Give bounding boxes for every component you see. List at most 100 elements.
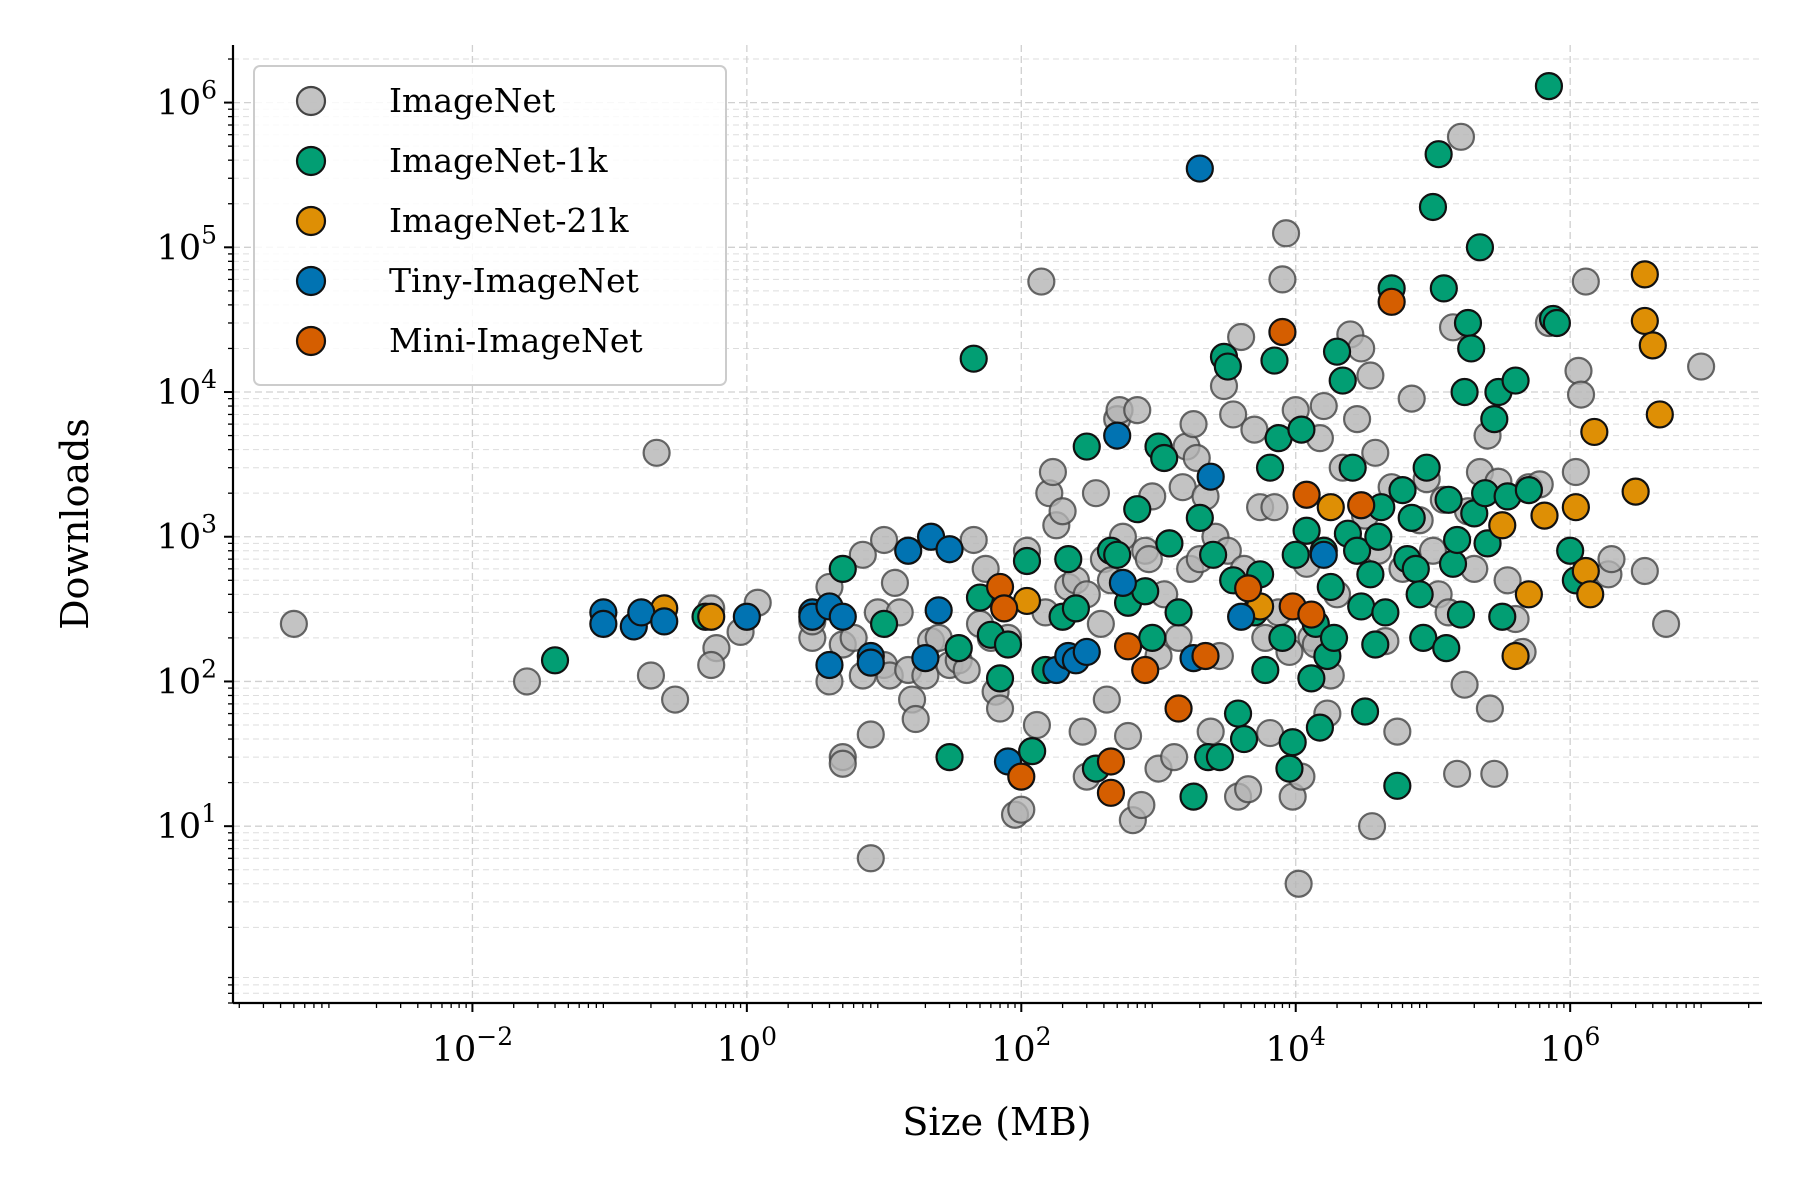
- data-point: [856, 720, 885, 749]
- data-point: [1638, 331, 1667, 360]
- data-point: [990, 594, 1019, 623]
- data-point: [1038, 457, 1068, 487]
- data-point: [1450, 670, 1479, 699]
- data-point: [1022, 710, 1052, 740]
- data-point: [1561, 457, 1590, 487]
- data-point: [1150, 443, 1179, 473]
- data-point: [1234, 775, 1263, 804]
- data-point: [1134, 545, 1163, 574]
- data-point: [732, 602, 761, 631]
- data-point: [697, 602, 726, 631]
- data-point: [1501, 366, 1530, 395]
- data-point: [993, 630, 1023, 659]
- data-point: [856, 844, 885, 873]
- legend-marker: [295, 145, 327, 177]
- data-point: [1268, 623, 1297, 652]
- data-point: [1155, 529, 1184, 558]
- data-point: [1322, 337, 1352, 366]
- data-point: [1429, 274, 1458, 303]
- axis-ticks: 101 102 103 104 105 106 10−2 100 102 104 106: [157, 58, 1750, 1070]
- data-point: [1054, 545, 1083, 574]
- data-point: [985, 664, 1015, 693]
- data-point: [1514, 580, 1543, 609]
- data-point: [1068, 717, 1097, 746]
- data-point: [1556, 536, 1585, 565]
- data-point: [1319, 623, 1349, 652]
- data-point: [1255, 453, 1285, 482]
- data-point: [1123, 396, 1152, 425]
- data-point: [1480, 404, 1509, 434]
- data-point: [1571, 267, 1600, 296]
- data-point: [1185, 503, 1214, 532]
- data-point: [589, 609, 618, 638]
- data-point: [1465, 233, 1495, 262]
- data-point: [1123, 495, 1152, 524]
- data-point: [1542, 308, 1571, 338]
- data-point: [1480, 759, 1509, 788]
- data-point: [642, 438, 671, 467]
- x-tick-label: 102: [991, 1022, 1051, 1070]
- data-point: [1281, 540, 1310, 569]
- data-point: [1347, 334, 1376, 363]
- legend-frame: [253, 65, 727, 386]
- data-point: [1234, 574, 1263, 603]
- data-point: [1383, 717, 1412, 746]
- x-tick-label: 10−2: [432, 1022, 513, 1070]
- data-point: [1138, 623, 1167, 652]
- data-point: [1292, 516, 1321, 545]
- data-point: [1260, 493, 1289, 522]
- data-point: [869, 525, 899, 555]
- data-point: [1630, 306, 1659, 336]
- data-point: [1316, 572, 1345, 602]
- data-point: [1350, 697, 1380, 726]
- data-point: [1488, 511, 1517, 540]
- series-imagenet-21k: [650, 260, 1674, 671]
- data-point: [1131, 655, 1160, 685]
- x-tick-label: 100: [717, 1022, 777, 1070]
- legend-marker: [295, 265, 327, 297]
- data-point: [1240, 415, 1269, 444]
- data-point: [1227, 322, 1256, 352]
- data-point: [1687, 352, 1716, 381]
- data-point: [1164, 598, 1193, 627]
- data-point: [935, 535, 964, 564]
- data-point: [1113, 632, 1143, 661]
- legend-label: Tiny-ImageNet: [389, 261, 639, 300]
- data-point: [1309, 391, 1338, 421]
- data-point: [1092, 685, 1121, 714]
- data-point: [1651, 609, 1681, 638]
- data-point: [1223, 699, 1253, 728]
- data-point: [1127, 790, 1156, 820]
- data-point: [1007, 762, 1036, 791]
- data-point: [911, 644, 940, 673]
- legend-label: Mini-ImageNet: [389, 321, 643, 360]
- data-point: [540, 646, 570, 675]
- data-point: [1564, 356, 1593, 385]
- series-mini-imagenet: [985, 287, 1406, 807]
- data-point: [959, 525, 988, 555]
- data-point: [1405, 580, 1434, 609]
- data-point: [1191, 641, 1220, 671]
- data-point: [1438, 549, 1468, 578]
- data-point: [1621, 477, 1650, 506]
- data-point: [1271, 219, 1301, 248]
- data-point: [1103, 421, 1132, 450]
- data-point: [894, 536, 923, 565]
- data-point: [985, 694, 1015, 723]
- data-point: [1179, 782, 1208, 811]
- data-point: [944, 634, 973, 663]
- data-point: [1018, 737, 1047, 766]
- data-point: [935, 743, 964, 772]
- legend-entry: Tiny-ImageNet: [295, 261, 639, 300]
- data-point: [1342, 404, 1372, 434]
- data-point: [1072, 637, 1101, 667]
- y-tick-label: 105: [157, 220, 217, 268]
- data-point: [512, 667, 542, 696]
- data-point: [1268, 265, 1297, 294]
- data-point: [1493, 566, 1522, 595]
- data-point: [1514, 476, 1543, 505]
- data-point: [1316, 493, 1345, 522]
- data-point: [1397, 503, 1426, 532]
- data-point: [1072, 432, 1101, 461]
